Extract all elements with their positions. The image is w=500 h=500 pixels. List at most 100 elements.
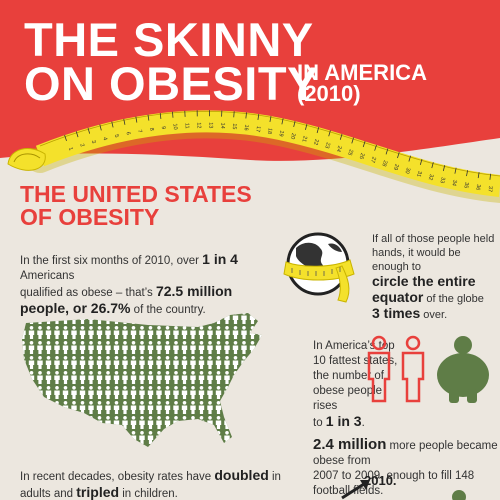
us-map-people-illustration [22, 313, 272, 455]
tape-number: 19 [277, 130, 284, 137]
tape-number: 17 [254, 126, 261, 133]
person-icon [105, 431, 111, 444]
person-icon [113, 401, 120, 414]
person-icon [267, 431, 272, 444]
person-icon [22, 386, 26, 399]
person-icon [80, 446, 85, 447]
person-icon [45, 431, 52, 444]
person-icon [54, 356, 60, 369]
person-icon [37, 371, 43, 384]
person-icon [232, 326, 239, 339]
person-icon [190, 431, 196, 444]
person-icon [164, 371, 171, 384]
person-icon [45, 371, 52, 384]
person-icon [198, 386, 205, 399]
person-icon [96, 431, 103, 444]
person-icon [62, 431, 69, 444]
tape-number: 16 [243, 124, 250, 131]
person-icon [62, 386, 69, 399]
person-icon [130, 401, 137, 414]
person-icon [164, 386, 171, 399]
person-icon [54, 431, 60, 444]
person-icon [62, 416, 69, 429]
person-icon [190, 341, 196, 354]
person-icon [225, 446, 229, 447]
person-icon [96, 356, 103, 369]
person-icon [71, 341, 77, 354]
person-icon [147, 416, 154, 429]
person-icon [173, 401, 179, 414]
person-icon [113, 341, 120, 354]
tape-number: 29 [392, 163, 400, 171]
equator-highlight-circle: circle the entire [372, 273, 476, 289]
tape-tick [351, 137, 354, 144]
person-icon [105, 401, 111, 414]
person-icon [147, 341, 154, 354]
tape-tick [245, 112, 247, 119]
person-icon [181, 341, 188, 354]
person-icon [37, 401, 43, 414]
person-icon [139, 401, 145, 414]
person-outline-icon [367, 335, 391, 403]
tape-tick [281, 118, 284, 125]
person-icon [199, 446, 204, 447]
person-icon [241, 341, 247, 354]
person-icon [71, 326, 77, 339]
tape-tick [99, 124, 102, 131]
person-icon [198, 431, 205, 444]
million-text-c: 2007 to 2009, enough to fill 148 footbal… [313, 470, 475, 497]
person-icon [173, 386, 179, 399]
tape-number: 24 [335, 145, 343, 153]
person-icon [267, 341, 272, 354]
decades-text-f: in children. [119, 488, 178, 500]
person-icon [267, 446, 272, 455]
person-icon [190, 326, 196, 339]
person-icon [190, 401, 196, 414]
person-icon [139, 326, 145, 339]
person-icon [130, 326, 137, 339]
person-icon [105, 341, 111, 354]
tape-number: 8 [148, 127, 154, 131]
tape-tick [293, 121, 296, 128]
tape-number: 37 [486, 185, 493, 192]
person-icon [258, 401, 262, 414]
person-icon [105, 371, 111, 384]
one-in-three-people-icons [367, 335, 489, 403]
tape-number: 3 [90, 140, 97, 145]
person-icon [89, 446, 93, 447]
person-icon [147, 371, 154, 384]
tape-tick [305, 123, 308, 130]
person-icon [63, 446, 68, 447]
person-icon [232, 356, 239, 369]
decades-text-d: adults and [20, 488, 77, 500]
person-icon [173, 313, 179, 324]
person-icon [28, 313, 35, 324]
person-icon [258, 371, 262, 384]
tape-number: 4 [101, 137, 108, 141]
decades-text-c: in [268, 471, 281, 483]
person-icon [190, 356, 196, 369]
title-line-2: ON OBESITY [24, 57, 319, 110]
fact1-text-a: In the first six months of 2010, over [20, 255, 203, 267]
tape-number: 10 [172, 123, 179, 130]
person-icon [207, 371, 213, 384]
person-icon [208, 446, 212, 447]
tape-tick [442, 165, 446, 172]
person-icon [174, 446, 178, 447]
person-icon [173, 431, 179, 444]
tape-number: 15 [231, 123, 237, 130]
person-icon [207, 313, 213, 324]
trend-arrow-icon [341, 480, 370, 500]
globe-tape-icon [283, 232, 355, 303]
person-icon [147, 356, 154, 369]
tape-number: 18 [266, 127, 273, 134]
person-icon [224, 371, 230, 384]
person-icon [249, 416, 256, 429]
person-icon [249, 386, 256, 399]
equator-fact: If all of those people held hands, it wo… [372, 232, 500, 322]
tape-tick [135, 116, 138, 123]
page-title: THE SKINNY ON OBESITY [24, 16, 319, 110]
person-icon [164, 326, 171, 339]
tape-tick [431, 162, 434, 169]
